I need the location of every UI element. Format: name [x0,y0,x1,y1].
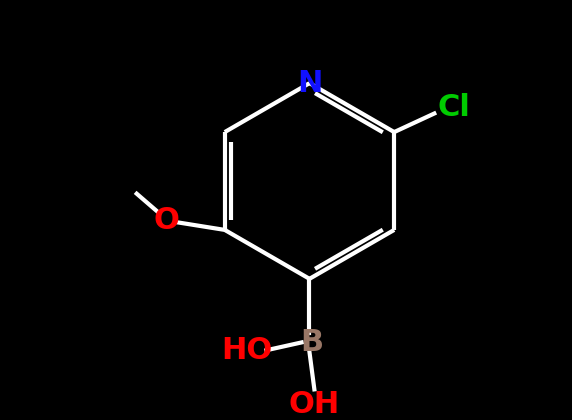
Text: B: B [300,328,323,357]
Text: O: O [153,206,179,235]
Text: N: N [297,68,322,98]
Text: HO: HO [221,336,272,365]
Text: OH: OH [289,389,340,419]
Text: Cl: Cl [438,93,470,122]
